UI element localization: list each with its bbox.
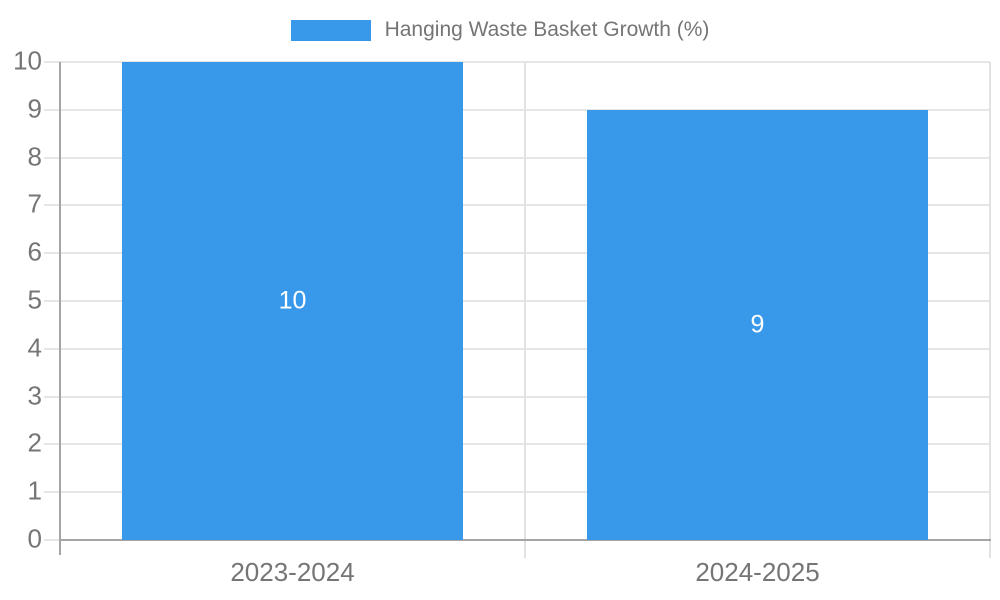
y-tick: [44, 108, 60, 111]
y-tick: [44, 204, 60, 207]
chart-legend: Hanging Waste Basket Growth (%): [0, 18, 1000, 42]
y-tick-label: 7: [27, 188, 42, 219]
v-gridline: [524, 62, 526, 558]
y-tick-label: 10: [13, 45, 42, 76]
y-axis-line: [59, 62, 61, 555]
y-tick: [44, 443, 60, 446]
y-tick: [44, 300, 60, 302]
y-tick: [44, 156, 60, 159]
y-tick: [44, 539, 60, 541]
y-tick: [44, 61, 60, 63]
y-tick-label: 4: [27, 332, 42, 363]
bar-2023-2024: [122, 62, 463, 540]
bar-value-label: 10: [278, 286, 307, 315]
x-tick-label: 2024-2025: [695, 557, 820, 587]
y-tick: [44, 491, 60, 494]
x-tick-label: 2023-2024: [230, 557, 355, 587]
x-axis-line: [59, 539, 991, 541]
v-gridline: [989, 62, 991, 558]
legend-label: Hanging Waste Basket Growth (%): [384, 18, 710, 41]
y-tick-label: 3: [27, 379, 42, 410]
y-tick-label: 6: [27, 236, 42, 267]
legend-swatch: [290, 19, 371, 41]
y-tick: [44, 347, 60, 350]
y-tick-label: 0: [27, 523, 42, 554]
y-tick-label: 5: [27, 284, 42, 315]
y-tick-label: 1: [27, 475, 42, 506]
y-tick: [44, 252, 60, 255]
bar-2024-2025: [587, 109, 928, 540]
y-tick-label: 2: [27, 427, 42, 458]
bar-value-label: 9: [750, 310, 765, 339]
y-tick: [44, 395, 60, 398]
y-tick-label: 9: [27, 93, 42, 124]
y-tick-label: 8: [27, 140, 42, 171]
